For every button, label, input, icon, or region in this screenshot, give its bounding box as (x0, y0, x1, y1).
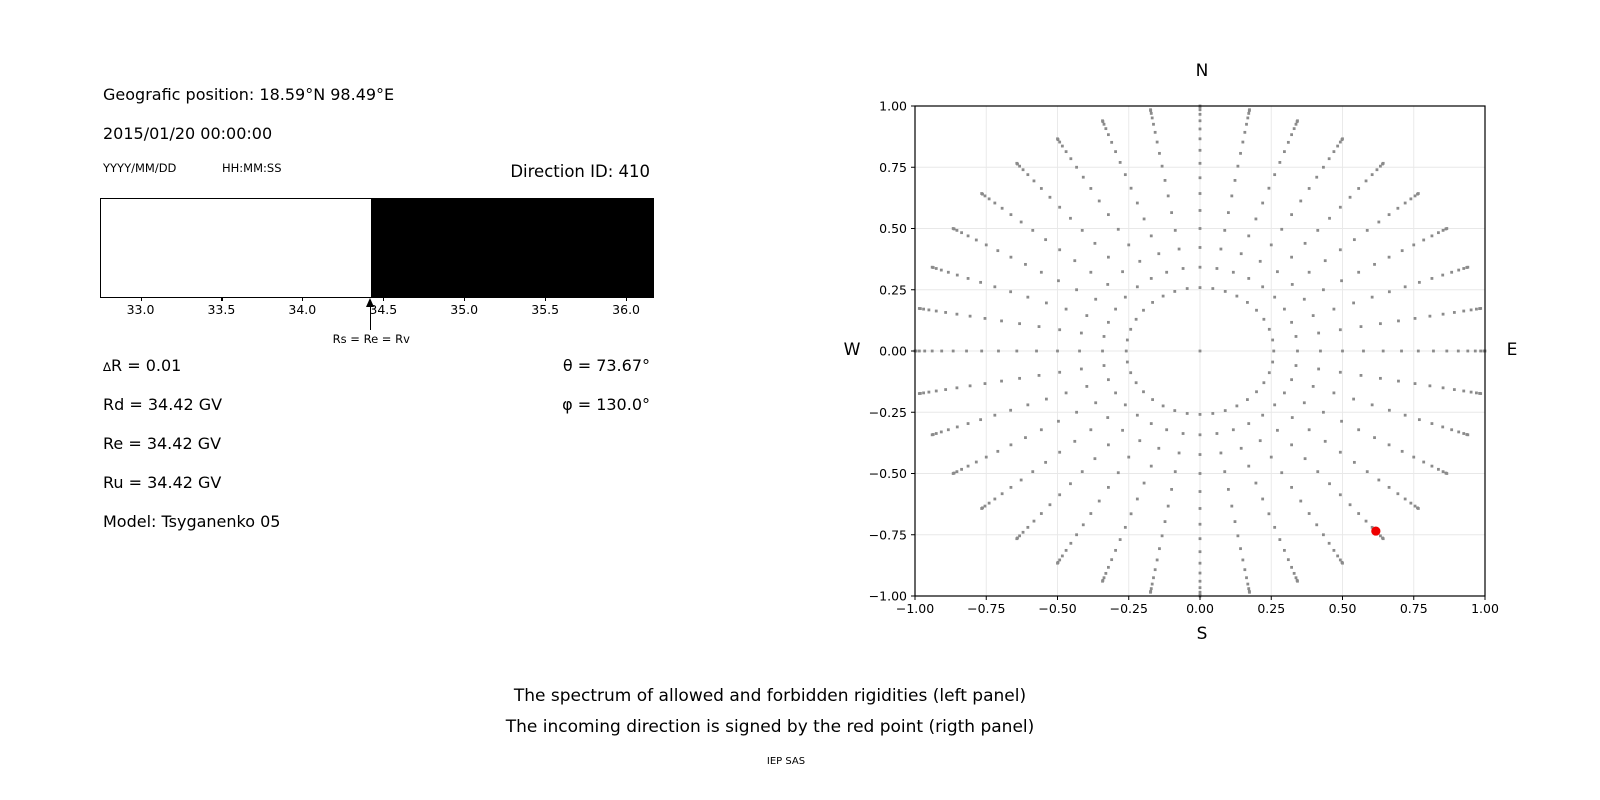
delta-r-text: R = 0.01 (111, 356, 182, 375)
y-tick-label: −1.00 (869, 589, 907, 604)
spectrum-x-tick (140, 297, 142, 301)
plot-frame (914, 105, 1486, 597)
ru-value: Ru = 34.42 GV (103, 473, 222, 492)
delta-r-value: ∆R = 0.01 (103, 356, 181, 375)
x-tick-label: 0.75 (1400, 601, 1428, 616)
cutoff-arrow (366, 298, 375, 332)
incoming-direction-red-point (1371, 526, 1381, 536)
rd-value: Rd = 34.42 GV (103, 395, 223, 414)
spectrum-x-tick (221, 297, 223, 301)
x-tick-label: 1.00 (1471, 601, 1499, 616)
y-tick-label: −0.50 (869, 466, 907, 481)
spectrum-x-tick-label: 35.5 (531, 302, 560, 317)
y-tick-label: 0.50 (879, 221, 907, 236)
spectrum-x-tick (464, 297, 466, 301)
compass-east-label: E (1506, 340, 1518, 360)
spectrum-x-tick (302, 297, 304, 301)
theta-value: θ = 73.67° (562, 356, 650, 375)
x-tick-label: −0.50 (1038, 601, 1076, 616)
arrow-head-icon (366, 298, 375, 307)
date-format-hint: YYYY/MM/DD (103, 161, 177, 175)
datetime-text: 2015/01/20 00:00:00 (103, 124, 273, 143)
caption-line-1: The spectrum of allowed and forbidden ri… (513, 686, 1027, 706)
direction-id-text: Direction ID: 410 (510, 162, 650, 181)
y-tick-label: 0.75 (879, 160, 907, 175)
spectrum-x-tick (545, 297, 547, 301)
re-value: Re = 34.42 GV (103, 434, 222, 453)
phi-value: φ = 130.0° (562, 395, 650, 414)
y-tick-label: −0.75 (869, 527, 907, 542)
rigidity-spectrum-chart (100, 198, 654, 298)
x-tick-label: −1.00 (896, 601, 934, 616)
direction-skymap-chart: −1.00 −0.75 −0.50 −0.25 0.00 0.25 0.50 0.75 1.00… (869, 99, 1499, 617)
caption-line-2: The incoming direction is signed by the … (505, 717, 1035, 737)
direction-grid-dots (913, 104, 1487, 598)
x-tick-label: −0.75 (967, 601, 1005, 616)
y-tick-label: 0.25 (879, 282, 907, 297)
compass-south-label: S (1196, 624, 1208, 644)
x-tick-label: −0.25 (1110, 601, 1148, 616)
geo-position-text: Geografic position: 18.59°N 98.49°E (103, 85, 395, 104)
time-format-hint: HH:MM:SS (222, 161, 282, 175)
spectrum-x-tick (383, 297, 385, 301)
x-tick-label: 0.25 (1257, 601, 1285, 616)
y-tick-label: 1.00 (879, 99, 907, 114)
delta-symbol: ∆ (103, 360, 112, 374)
spectrum-x-tick (626, 297, 628, 301)
arrow-shaft (369, 306, 371, 330)
model-text: Model: Tsyganenko 05 (103, 512, 281, 531)
y-tick-label: −0.25 (869, 405, 907, 420)
spectrum-x-tick-label: 35.0 (450, 302, 479, 317)
compass-north-label: N (1195, 61, 1209, 81)
y-tick-label: 0.00 (879, 344, 907, 359)
x-tick-label: 0.00 (1186, 601, 1214, 616)
credit-text: IEP SAS (766, 756, 806, 767)
compass-west-label: W (843, 340, 861, 360)
spectrum-x-tick-label: 36.0 (612, 302, 641, 317)
x-tick-label: 0.50 (1329, 601, 1357, 616)
spectrum-x-tick-label: 34.0 (288, 302, 317, 317)
spectrum-x-tick-label: 33.5 (207, 302, 236, 317)
cutoff-annotation: Rs = Re = Rv (332, 332, 410, 346)
forbidden-region (371, 199, 653, 297)
axis-ticks (911, 105, 1486, 600)
spectrum-x-tick-label: 33.0 (126, 302, 155, 317)
spectrum-x-tick-label: 34.5 (369, 302, 398, 317)
